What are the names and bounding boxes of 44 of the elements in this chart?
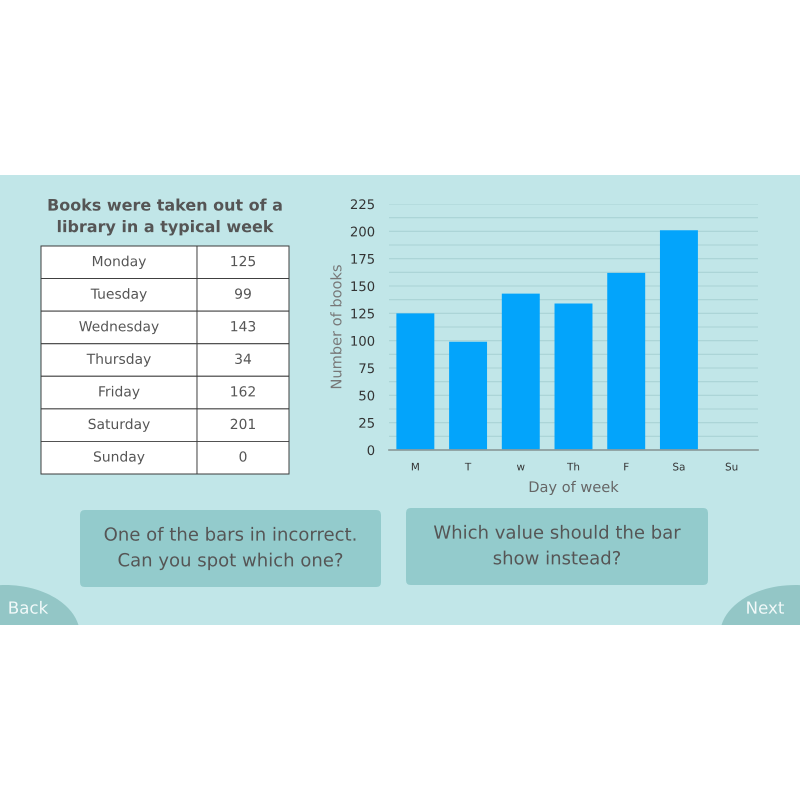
text: Books were taken out of a library in a typical week [48,198,282,236]
category-label: Wednesday [79,320,159,334]
data-label: 162 [231,386,255,397]
y-tick-label: 75 [359,363,374,374]
category-label: Monday [92,256,146,270]
text: Which value should the bar show instead? [434,524,681,565]
category-label: Sunday [94,450,145,464]
category-label: Friday [99,386,140,400]
y-tick-label: 125 [351,308,374,319]
y-axis-title: Number of books [330,265,342,388]
y-tick-label: 150 [351,281,374,292]
text: Next [747,601,784,614]
y-tick-label: 100 [351,336,374,346]
data-label: 34 [235,354,252,364]
y-tick-label: 175 [351,254,374,264]
data-label: 99 [235,288,251,299]
bar [660,230,698,450]
data-label: 0 [239,451,246,462]
data-label: 125 [231,256,256,266]
text: One of the bars in incorrect. Can you spot which one? [104,526,356,570]
bar [396,313,434,450]
x-tick-label: F [624,462,629,470]
x-tick-label: Su [726,462,738,471]
bar [554,303,592,450]
text: Back [9,600,48,614]
x-tick-label: Sa [673,462,684,471]
category-label: Saturday [88,418,150,432]
y-tick-label: 25 [359,418,374,428]
data-label: 201 [230,418,255,430]
category-label: Thursday [86,353,151,367]
bar [502,294,540,450]
x-tick-label: M [412,462,419,470]
y-tick-label: 200 [350,226,374,237]
y-tick-label: 0 [368,445,374,456]
bar [449,342,488,450]
y-tick-label: 225 [350,199,374,210]
x-tick-label: w [516,464,525,470]
x-axis-title: Day of week [530,480,619,496]
y-tick-label: 50 [359,390,374,401]
category-label: Tuesday [90,288,147,302]
data-label: 143 [231,320,256,332]
x-tick-label: Th [566,462,580,470]
x-tick-label: T [464,462,472,470]
bar [607,272,646,450]
